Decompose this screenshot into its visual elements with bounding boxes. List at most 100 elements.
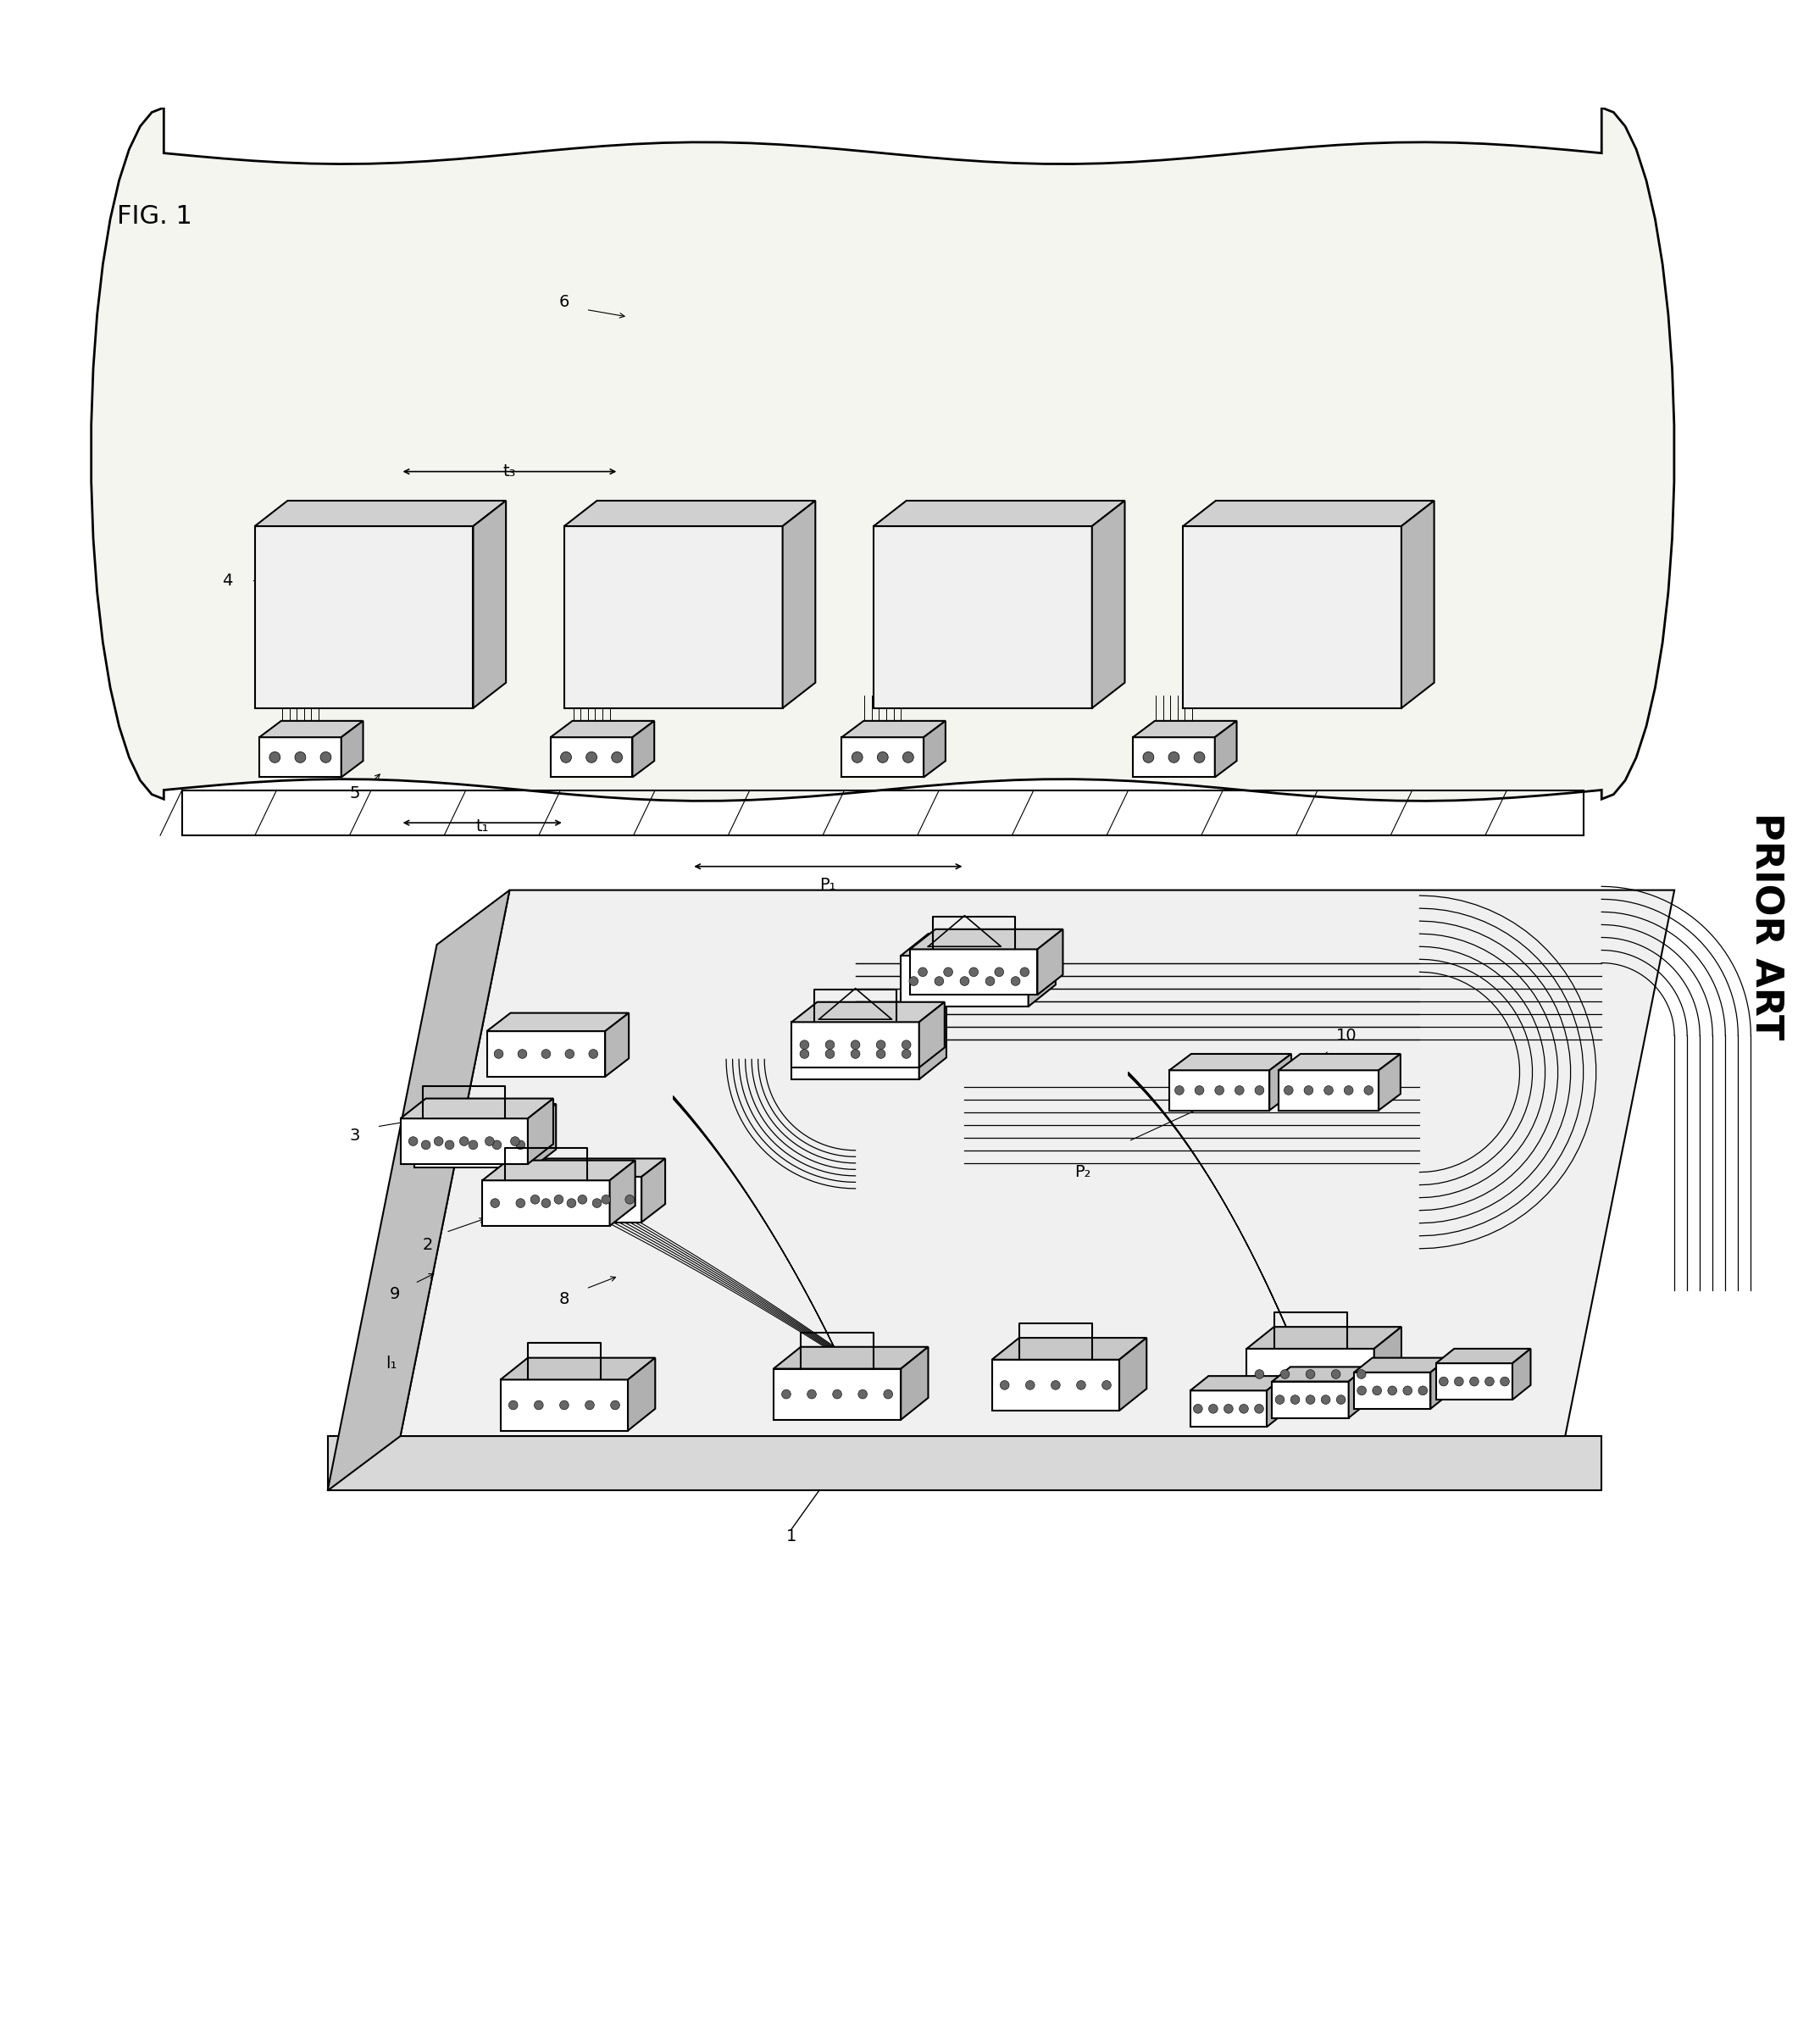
Polygon shape: [919, 1007, 946, 1079]
Circle shape: [1332, 1370, 1340, 1380]
Circle shape: [1176, 1087, 1183, 1095]
Circle shape: [970, 967, 979, 977]
Circle shape: [553, 1195, 564, 1205]
Circle shape: [935, 977, 943, 985]
Circle shape: [1471, 1378, 1478, 1386]
Circle shape: [517, 1199, 526, 1207]
Polygon shape: [923, 720, 946, 777]
Polygon shape: [1119, 1337, 1147, 1410]
Text: 9: 9: [389, 1286, 400, 1302]
Circle shape: [1234, 1087, 1245, 1095]
Circle shape: [1208, 1404, 1218, 1414]
Circle shape: [1440, 1378, 1449, 1386]
Polygon shape: [400, 889, 1674, 1437]
Polygon shape: [1278, 1070, 1380, 1111]
Text: 10: 10: [1336, 1028, 1358, 1044]
Polygon shape: [1183, 501, 1434, 527]
Text: 2: 2: [422, 1237, 433, 1254]
Circle shape: [493, 1050, 502, 1058]
Polygon shape: [1216, 720, 1238, 777]
Circle shape: [910, 977, 919, 985]
Circle shape: [269, 751, 280, 763]
Circle shape: [1256, 1087, 1263, 1095]
Polygon shape: [550, 737, 633, 777]
Circle shape: [1418, 1386, 1427, 1396]
Polygon shape: [260, 720, 364, 737]
Circle shape: [850, 1040, 859, 1050]
Circle shape: [1358, 1370, 1365, 1380]
Circle shape: [1281, 1370, 1289, 1380]
Polygon shape: [482, 1180, 610, 1225]
Circle shape: [1336, 1396, 1345, 1404]
Circle shape: [1500, 1378, 1509, 1386]
Polygon shape: [901, 1347, 928, 1420]
Polygon shape: [1028, 934, 1056, 1007]
Circle shape: [541, 1050, 550, 1058]
Polygon shape: [482, 1160, 635, 1180]
Circle shape: [561, 1400, 570, 1410]
Polygon shape: [841, 737, 923, 777]
Circle shape: [877, 1040, 885, 1050]
Circle shape: [491, 1140, 502, 1150]
Polygon shape: [841, 720, 946, 737]
Polygon shape: [1037, 930, 1063, 995]
Polygon shape: [1272, 1382, 1349, 1418]
Circle shape: [1077, 1380, 1085, 1390]
Polygon shape: [255, 527, 473, 708]
Circle shape: [491, 1199, 499, 1207]
Circle shape: [1168, 751, 1179, 763]
Circle shape: [459, 1138, 470, 1146]
Text: 5: 5: [349, 786, 360, 802]
Circle shape: [1307, 1370, 1314, 1380]
Circle shape: [584, 1400, 593, 1410]
Polygon shape: [501, 1357, 655, 1380]
Polygon shape: [1190, 1390, 1267, 1427]
Polygon shape: [255, 501, 506, 527]
Text: t₃: t₃: [502, 464, 517, 480]
Circle shape: [577, 1195, 586, 1205]
Polygon shape: [919, 1001, 945, 1068]
Circle shape: [484, 1138, 495, 1146]
Circle shape: [586, 751, 597, 763]
Polygon shape: [486, 1013, 630, 1032]
Circle shape: [593, 1199, 601, 1207]
Polygon shape: [328, 889, 510, 1492]
Circle shape: [612, 751, 622, 763]
Circle shape: [1403, 1386, 1412, 1396]
Circle shape: [420, 1140, 431, 1150]
Circle shape: [1143, 751, 1154, 763]
Polygon shape: [1278, 1054, 1401, 1070]
Circle shape: [517, 1140, 526, 1150]
Polygon shape: [1132, 720, 1238, 737]
Polygon shape: [415, 1103, 557, 1121]
Polygon shape: [792, 1022, 919, 1068]
Circle shape: [1001, 1380, 1008, 1390]
Polygon shape: [1170, 1054, 1292, 1070]
Text: P₁: P₁: [819, 877, 837, 893]
Polygon shape: [1401, 501, 1434, 708]
Text: 8: 8: [559, 1292, 570, 1309]
Polygon shape: [1436, 1363, 1512, 1400]
Circle shape: [1358, 1386, 1367, 1396]
Circle shape: [1239, 1404, 1249, 1414]
Circle shape: [1196, 1087, 1205, 1095]
Circle shape: [885, 1390, 894, 1398]
Circle shape: [1389, 1386, 1398, 1396]
Circle shape: [1052, 1380, 1059, 1390]
Polygon shape: [628, 1357, 655, 1431]
Circle shape: [1365, 1087, 1372, 1095]
Polygon shape: [874, 501, 1125, 527]
Circle shape: [295, 751, 306, 763]
Circle shape: [446, 1140, 455, 1150]
Circle shape: [996, 967, 1005, 977]
Circle shape: [1285, 1087, 1292, 1095]
Circle shape: [1103, 1380, 1110, 1390]
Circle shape: [320, 751, 331, 763]
Circle shape: [1021, 967, 1030, 977]
Polygon shape: [1354, 1357, 1449, 1372]
Polygon shape: [1170, 1070, 1270, 1111]
Polygon shape: [564, 527, 783, 708]
Circle shape: [1485, 1378, 1494, 1386]
Polygon shape: [524, 1176, 641, 1223]
Circle shape: [834, 1390, 843, 1398]
